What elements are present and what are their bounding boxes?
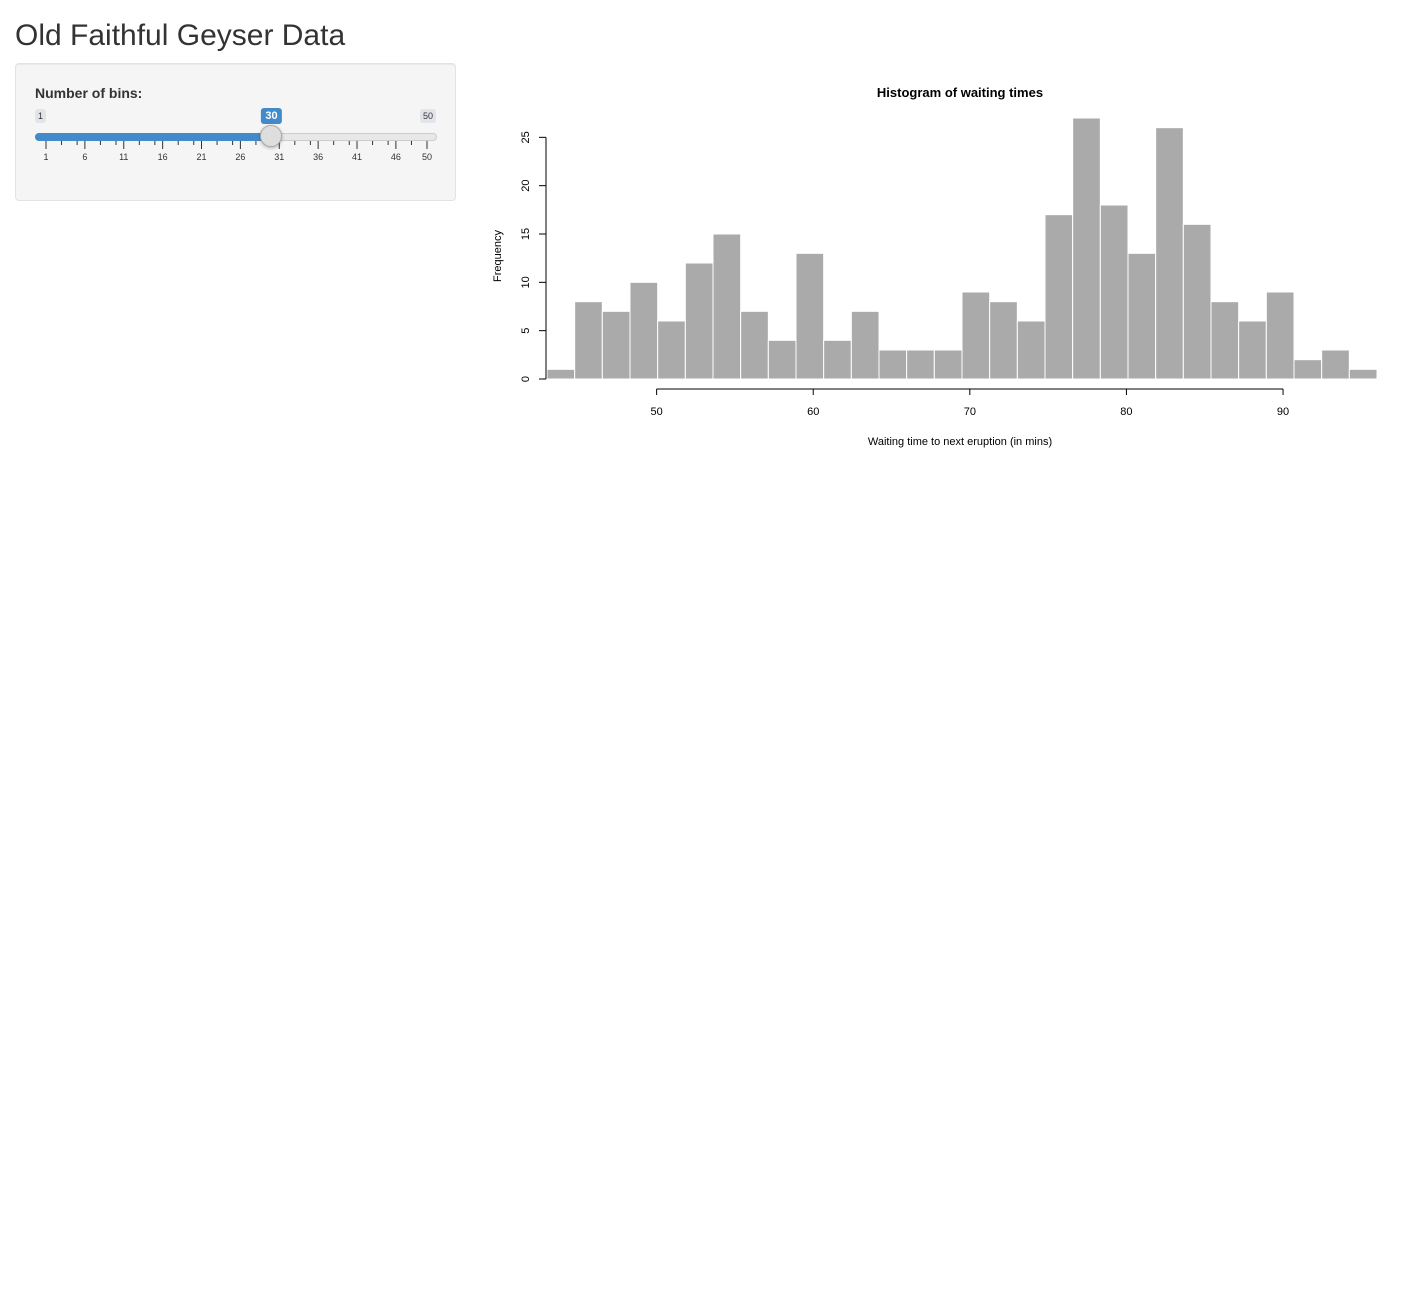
slider-handle[interactable]: [260, 125, 283, 147]
slider-min-label: 1: [35, 109, 47, 123]
page-title: Old Faithful Geyser Data: [15, 19, 346, 52]
histogram-bar: [1265, 291, 1295, 380]
slider-tick-label: 26: [235, 152, 245, 162]
histogram-bar: [1044, 214, 1074, 380]
y-tick-label: 15: [520, 228, 532, 240]
slider-tick-label: 31: [274, 152, 284, 162]
y-tick-label: 5: [520, 328, 532, 334]
x-tick-label: 50: [650, 406, 662, 418]
histogram-bar: [1155, 127, 1184, 380]
histogram-bars: [546, 117, 1378, 380]
histogram-bar: [574, 301, 603, 380]
histogram-bar: [684, 262, 714, 380]
histogram-bar: [1348, 368, 1378, 380]
y-tick-label: 0: [520, 376, 532, 382]
sidebar-panel: Number of bins: 1 50 1 6 11 16 21 26 31 36 41 46 5…: [15, 63, 456, 201]
histogram-bar: [850, 310, 880, 380]
histogram-bar: [767, 339, 797, 380]
histogram-bar: [1238, 320, 1267, 380]
x-tick-label: 70: [964, 406, 976, 418]
histogram-bar: [878, 349, 908, 380]
y-tick-label: 20: [520, 180, 532, 192]
slider-tick-label: 11: [119, 152, 128, 162]
histogram-bar: [1293, 359, 1323, 380]
histogram-bar: [961, 291, 991, 380]
x-tick-label: 90: [1277, 406, 1289, 418]
histogram-bar: [657, 320, 686, 380]
histogram-bar: [712, 233, 742, 380]
bins-slider[interactable]: 1 50 1 6 11 16 21 26 31 36 41 46 50 30: [16, 64, 457, 202]
histogram-bar: [546, 368, 576, 380]
histogram-bar: [795, 252, 825, 380]
slider-tick-label: 46: [391, 152, 401, 162]
slider-tick-label: 36: [313, 152, 323, 162]
histogram-bar: [823, 339, 852, 380]
slider-tick-label: 50: [422, 152, 432, 162]
y-axis-label: Frequency: [492, 230, 504, 282]
y-tick-label: 10: [520, 276, 532, 288]
slider-tick-label: 41: [352, 152, 362, 162]
histogram-bar: [1210, 301, 1240, 380]
slider-tick-label: 21: [197, 152, 207, 162]
slider-bar-fill: [35, 133, 272, 141]
histogram-bar: [1321, 349, 1350, 380]
histogram-plot: Histogram of waiting times Waiting time …: [492, 85, 1378, 448]
histogram-bar: [933, 349, 963, 380]
slider-tick-label: 6: [82, 152, 87, 162]
x-tick-label: 60: [807, 406, 819, 418]
histogram-bar: [989, 301, 1018, 380]
histogram-bar: [601, 310, 631, 380]
x-tick-label: 80: [1120, 406, 1132, 418]
slider-max-label: 50: [420, 109, 437, 123]
histogram-bar: [1182, 223, 1212, 380]
y-tick-label: 25: [520, 131, 532, 143]
histogram-bar: [1099, 204, 1129, 380]
bins-label: Number of bins:: [35, 85, 143, 101]
histogram-bar: [906, 349, 935, 380]
histogram-bar: [1127, 252, 1157, 380]
x-axis: 50 60 70 80 90: [650, 388, 1289, 418]
chart-title: Histogram of waiting times: [877, 85, 1043, 100]
slider-value-label: 30: [261, 108, 282, 124]
histogram-bar: [1016, 320, 1046, 380]
histogram-bar: [1072, 117, 1101, 380]
x-axis-label: Waiting time to next eruption (in mins): [868, 436, 1052, 448]
histogram-bar: [629, 281, 659, 380]
slider-grid: 1 6 11 16 21 26 31 36 41 46 50: [43, 141, 432, 162]
histogram-bar: [740, 310, 769, 380]
slider-tick-label: 1: [43, 152, 48, 162]
slider-tick-label: 16: [158, 152, 168, 162]
y-axis: 0 5 10 15 20 25: [520, 131, 547, 382]
